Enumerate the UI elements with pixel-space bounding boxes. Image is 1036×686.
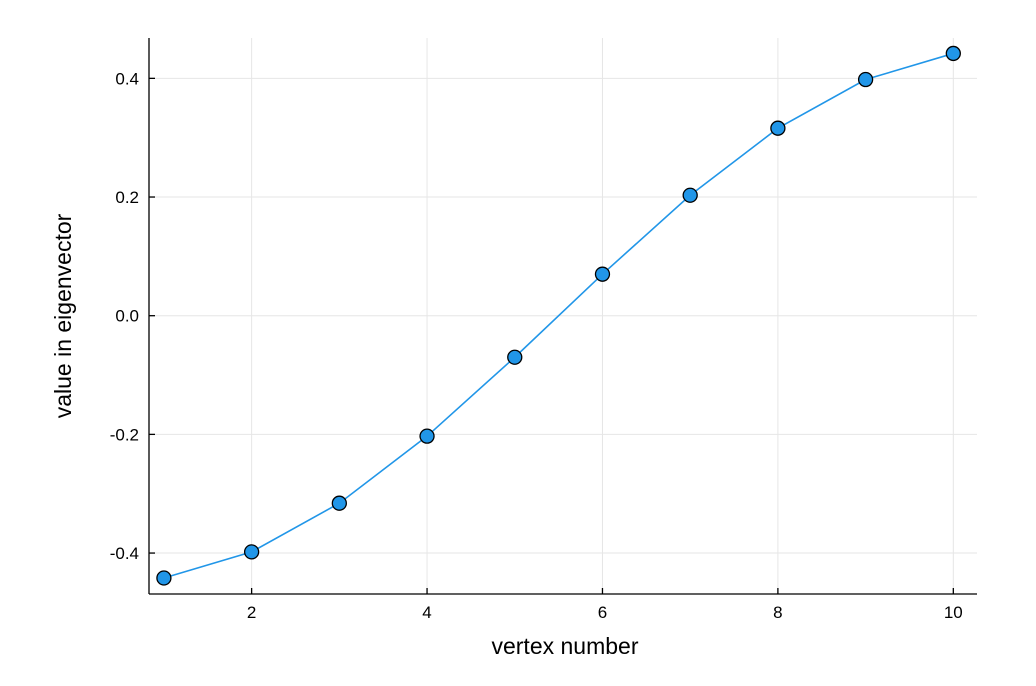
- data-point: [682, 187, 698, 203]
- series-line: [163, 52, 954, 579]
- y-tick-label: -0.2: [110, 425, 139, 444]
- grid: [149, 38, 977, 594]
- data-point: [945, 45, 961, 62]
- data-point: [507, 349, 523, 365]
- data-point: [243, 544, 260, 560]
- data-point: [594, 266, 611, 282]
- x-tick-label: 4: [422, 603, 431, 622]
- x-tick-label: 10: [944, 603, 963, 622]
- x-axis-title: vertex number: [491, 633, 638, 659]
- series: [156, 45, 961, 586]
- y-tick-label: -0.4: [110, 544, 139, 563]
- x-tick-label: 6: [598, 603, 607, 622]
- data-point: [419, 428, 435, 444]
- x-tick-label: 2: [247, 603, 256, 622]
- data-point: [331, 495, 347, 511]
- y-tick-label: 0.2: [115, 188, 139, 207]
- data-point: [857, 71, 874, 88]
- y-tick-label: 0.4: [115, 69, 139, 88]
- y-tick-label: 0.0: [115, 307, 139, 326]
- y-axis-title: value in eigenvector: [50, 213, 76, 418]
- data-point: [156, 570, 172, 586]
- ticks: 2 4 6 8 10 -0.4 -0.2 0.0 0.2 0.4: [110, 69, 963, 622]
- data-point: [770, 120, 786, 136]
- x-tick-label: 8: [773, 603, 782, 622]
